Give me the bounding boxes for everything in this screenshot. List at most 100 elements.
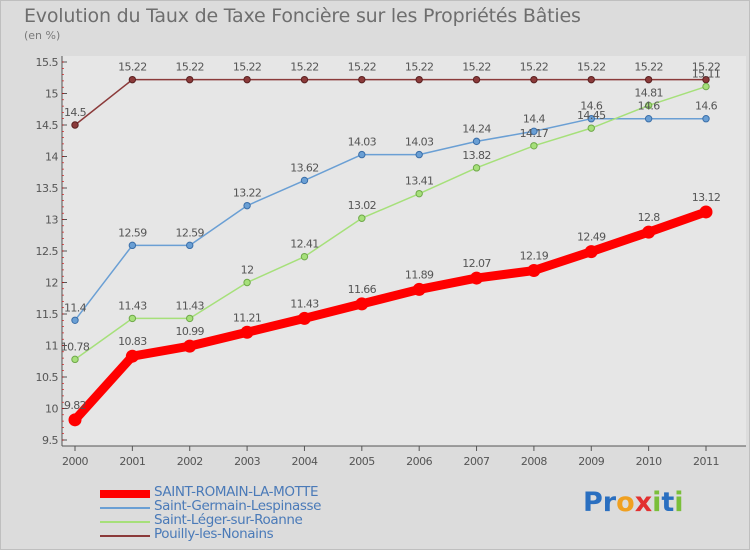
legend-swatch: [100, 535, 150, 537]
data-point: [186, 314, 194, 323]
data-point: [358, 150, 366, 159]
data-label: 11.43: [290, 297, 319, 310]
x-tick-label: 2003: [234, 455, 260, 468]
data-label: 14.03: [348, 136, 377, 149]
data-label: 13.62: [290, 161, 319, 174]
data-label: 13.82: [462, 149, 491, 162]
data-point: [358, 214, 366, 222]
x-tick-label: 2005: [349, 455, 375, 468]
y-tick-label: 10.5: [36, 371, 59, 384]
data-label: 14.5: [64, 106, 87, 119]
data-point: [240, 325, 254, 339]
data-label: 12: [241, 264, 254, 277]
legend-label: Saint-Léger-sur-Roanne: [154, 512, 303, 528]
data-label: 13.22: [233, 187, 262, 200]
data-label: 12.49: [577, 231, 606, 244]
series-line-0: [70, 207, 711, 425]
legend-swatch: [100, 490, 150, 498]
axes: 9.5 10 10.5 11 11.5 12 12.5 13 13.5 14 14.5 15 15.5 2…: [36, 56, 746, 468]
data-point: [527, 264, 541, 278]
x-tick-label: 2001: [119, 455, 145, 468]
data-label: 12.8: [638, 211, 661, 224]
data-point: [128, 314, 137, 323]
logo-letter: x: [634, 487, 653, 518]
data-point: [472, 164, 481, 172]
legend-label: SAINT-ROMAIN-LA-MOTTE: [154, 484, 319, 500]
data-point: [71, 355, 79, 364]
data-label: 9.82: [64, 399, 86, 412]
data-point: [699, 205, 713, 219]
x-tick-label: 2002: [177, 455, 203, 468]
data-point: [300, 176, 309, 185]
data-label: 15.22: [348, 61, 377, 74]
x-tick-label: 2011: [693, 455, 719, 468]
data-label: 10.78: [61, 340, 90, 353]
data-label: 15.22: [290, 61, 319, 74]
legend-swatch: [100, 521, 150, 523]
data-point: [530, 75, 538, 84]
data-label: 13.12: [692, 191, 721, 204]
data-label: 15.11: [692, 68, 721, 81]
data-point: [415, 75, 423, 84]
data-label: 15.22: [634, 61, 663, 74]
x-tick-label: 2009: [578, 455, 604, 468]
logo-letter: t: [661, 487, 675, 518]
data-point: [300, 252, 309, 261]
logo-letter: r: [602, 487, 617, 518]
data-label: 11.4: [64, 301, 87, 314]
data-point: [297, 311, 311, 325]
data-label: 12.59: [118, 226, 147, 239]
series-line-2: [74, 85, 707, 361]
x-tick-label: 2004: [291, 455, 317, 468]
logo-letter: o: [616, 487, 635, 518]
y-tick-label: 15: [45, 88, 58, 101]
x-tick-label: 2006: [406, 455, 432, 468]
data-label: 14.24: [462, 122, 491, 135]
data-point: [71, 316, 79, 324]
x-tick-label: 2008: [521, 455, 547, 468]
data-point: [470, 271, 484, 285]
data-point: [702, 115, 710, 123]
unit-label: (en %): [24, 29, 61, 42]
data-label: 10.83: [118, 335, 147, 348]
data-point: [243, 201, 251, 210]
logo-letter: i: [652, 487, 662, 518]
x-tick-label: 2007: [464, 455, 490, 468]
data-point: [472, 75, 481, 84]
y-tick-label: 14.5: [36, 119, 59, 132]
data-point: [587, 124, 595, 132]
data-point: [644, 115, 653, 123]
data-label: 11.89: [405, 268, 434, 281]
data-label: 14.03: [405, 136, 434, 149]
x-tick-label: 2000: [62, 455, 88, 468]
legend-label: Saint-Germain-Lespinasse: [154, 498, 322, 514]
data-point: [644, 75, 653, 84]
data-label: 15.22: [175, 61, 204, 74]
data-label: 14.45: [577, 109, 606, 122]
plot-background: [62, 56, 746, 446]
data-point: [68, 413, 82, 427]
data-point: [642, 225, 656, 239]
y-tick-label: 9.5: [42, 434, 58, 447]
data-point: [243, 278, 251, 287]
series-line-1: [74, 117, 707, 322]
y-tick-label: 12.5: [36, 245, 59, 258]
data-label: 15.22: [692, 61, 721, 74]
data-point: [530, 142, 538, 150]
data-label: 15.22: [118, 61, 147, 74]
legend-label: Pouilly-les-Nonains: [154, 526, 274, 542]
series-line-3: [74, 78, 707, 126]
data-label: 12.19: [520, 250, 549, 263]
data-point: [128, 241, 137, 250]
data-point: [472, 137, 481, 146]
y-tick-label: 11: [45, 340, 58, 353]
proxiti-logo: Proxiti: [583, 487, 684, 518]
data-label: 14.17: [520, 127, 549, 140]
plot-area: [62, 56, 746, 446]
data-label: 15.22: [462, 61, 491, 74]
data-point: [125, 349, 139, 363]
data-point: [644, 101, 653, 110]
y-tick-label: 12: [45, 277, 58, 290]
data-label: 13.41: [405, 175, 434, 188]
data-point: [587, 75, 595, 84]
